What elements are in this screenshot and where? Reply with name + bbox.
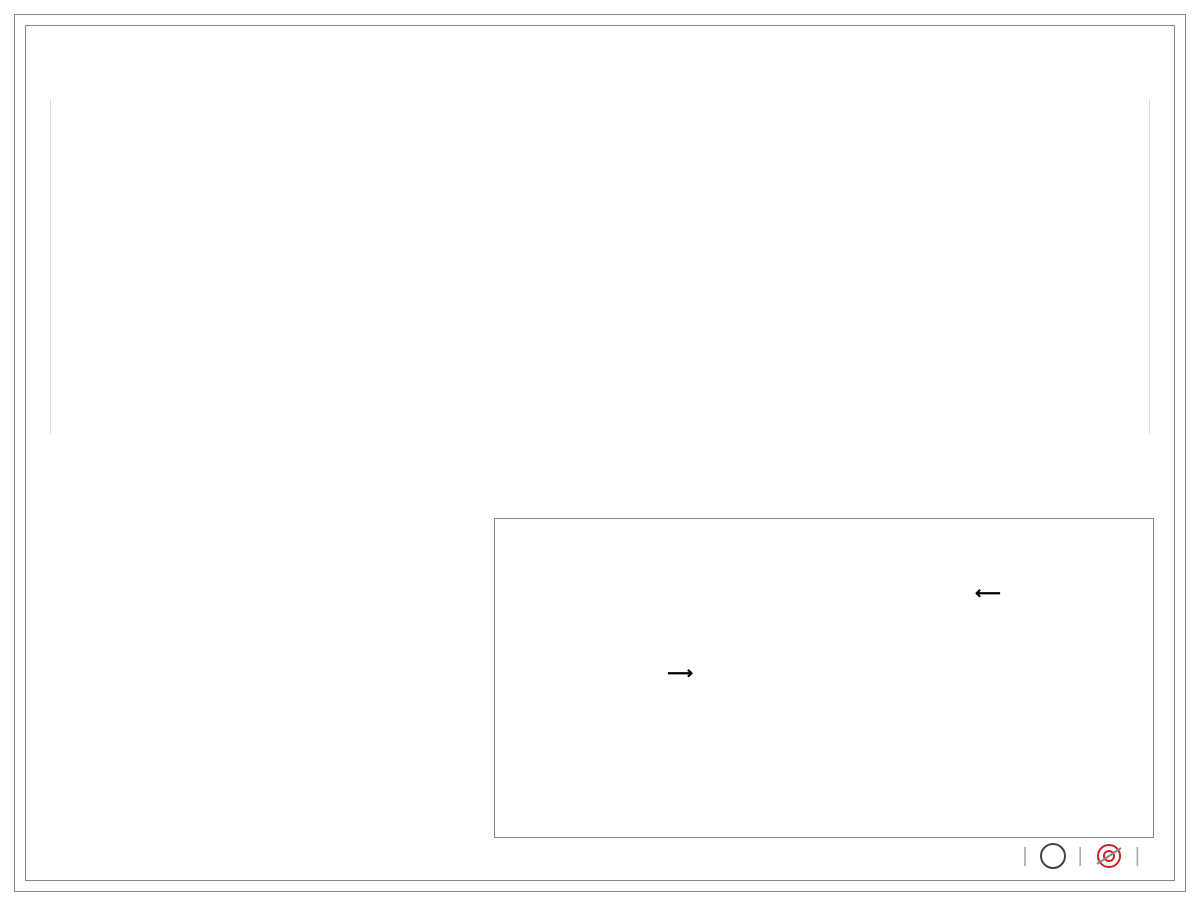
mtva-logo-icon bbox=[1040, 843, 1066, 869]
title-block bbox=[26, 26, 1174, 89]
workers-illustration bbox=[46, 568, 556, 868]
chart-title bbox=[50, 44, 1150, 79]
pie-chart bbox=[738, 543, 968, 783]
inset-panel: ⟶ ⟵ bbox=[494, 518, 1154, 838]
line-svg bbox=[51, 99, 1149, 434]
line-chart bbox=[50, 99, 1150, 434]
inner-frame: ⟶ ⟵ | | | bbox=[25, 25, 1175, 881]
pie-label-unemployed: ⟵ bbox=[975, 583, 1135, 606]
arrow-right-icon: ⟶ bbox=[667, 663, 693, 683]
separator-icon: | bbox=[1135, 846, 1140, 866]
arrow-left-icon: ⟵ bbox=[975, 583, 1001, 603]
plot-area bbox=[50, 99, 1150, 434]
pie-wrap: ⟶ ⟵ bbox=[513, 543, 1135, 783]
separator-icon: | bbox=[1078, 846, 1083, 866]
separator-icon: | bbox=[1022, 846, 1027, 866]
pie-label-employed: ⟶ bbox=[513, 663, 693, 686]
outer-frame: ⟶ ⟵ | | | bbox=[14, 14, 1186, 892]
footer: | | | bbox=[1010, 842, 1152, 870]
mti-logo-icon bbox=[1095, 842, 1123, 870]
